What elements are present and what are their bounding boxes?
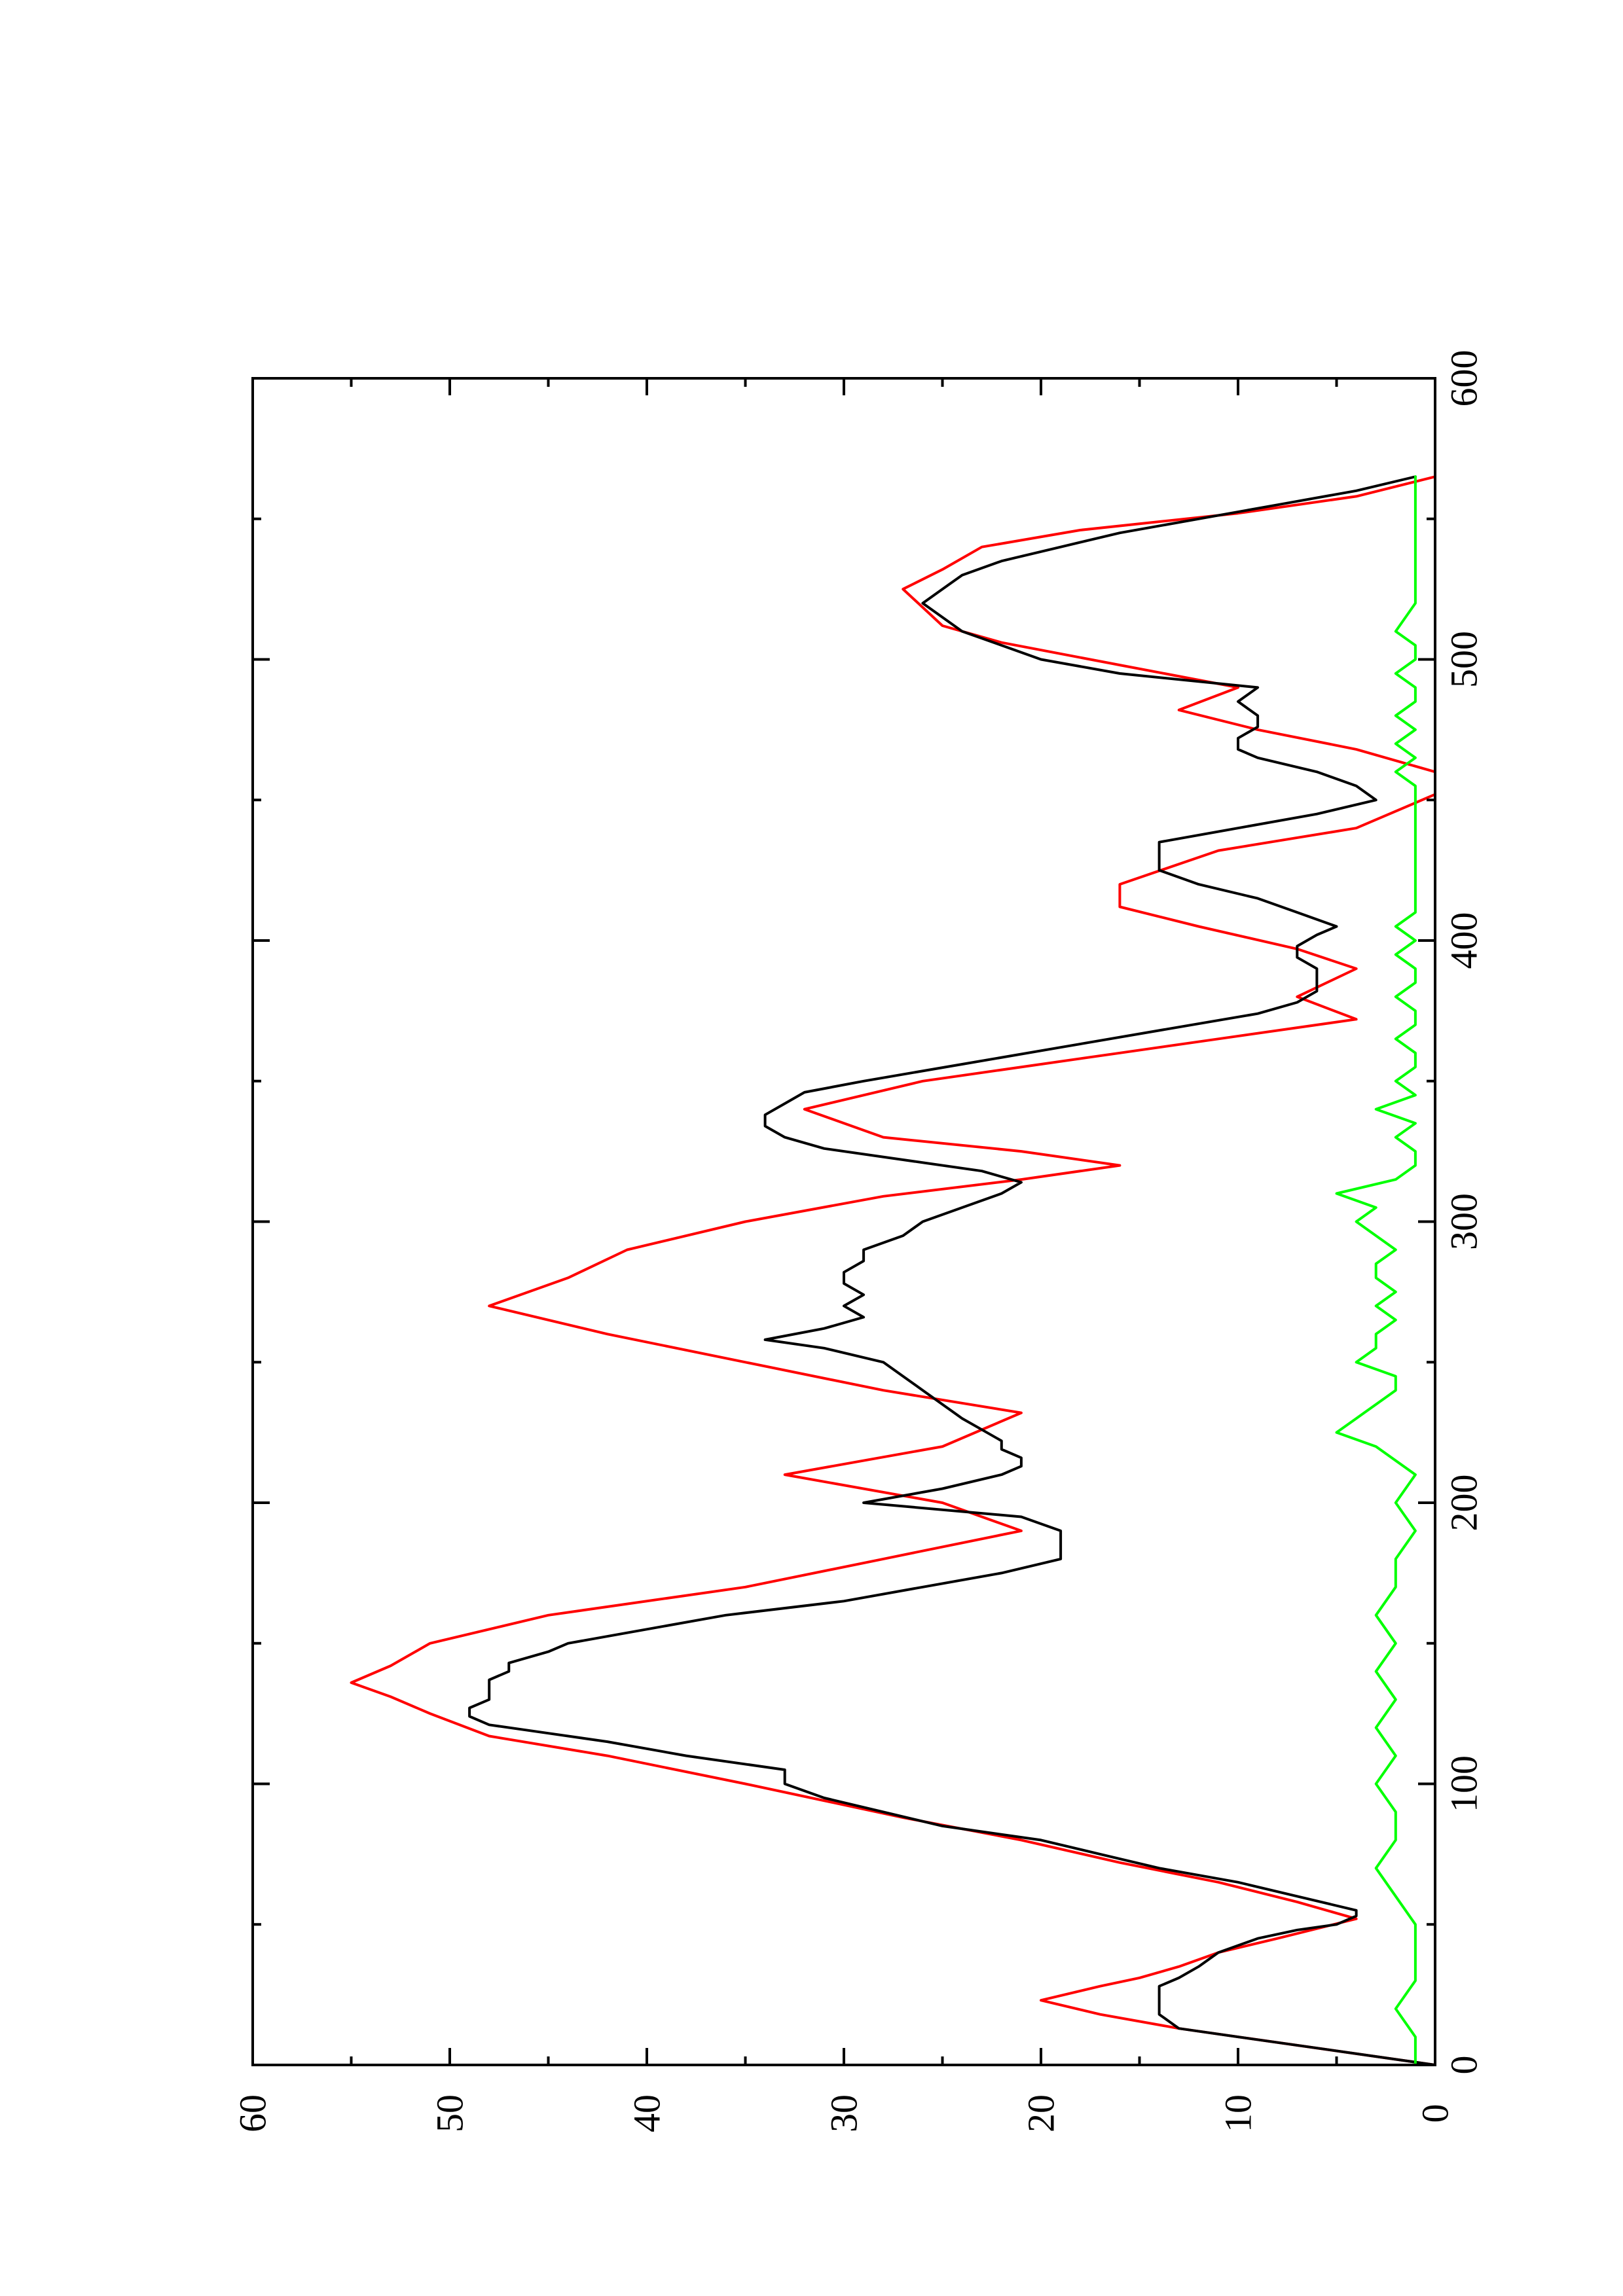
y-tick-label: 20	[1020, 2094, 1063, 2132]
y-tick-label: 30	[823, 2094, 866, 2132]
x-tick-label: 600	[1443, 350, 1486, 407]
x-tick-label: 500	[1443, 631, 1486, 688]
x-tick-label: 400	[1443, 912, 1486, 969]
y-tick-label: 50	[429, 2094, 471, 2132]
y-tick-label: 10	[1217, 2094, 1260, 2132]
x-tick-label: 300	[1443, 1193, 1486, 1250]
series-layer	[350, 475, 1436, 2066]
series-line-2	[468, 475, 1436, 2066]
labels-layer: 0 100 200 300 400 500 600 0 10 20 30 40 50 60	[232, 350, 1486, 2133]
axes-layer	[251, 377, 1436, 2066]
x-tick-label: 100	[1443, 1755, 1486, 1812]
x-tick-label: 0	[1443, 2056, 1486, 2075]
y-tick-label: 60	[232, 2094, 274, 2132]
series-line-1	[350, 475, 1436, 2066]
series-line-3	[1335, 475, 1417, 2066]
y-tick-label: 0	[1414, 2104, 1457, 2123]
x-tick-label: 200	[1443, 1475, 1486, 1532]
y-tick-label: 40	[626, 2094, 668, 2132]
